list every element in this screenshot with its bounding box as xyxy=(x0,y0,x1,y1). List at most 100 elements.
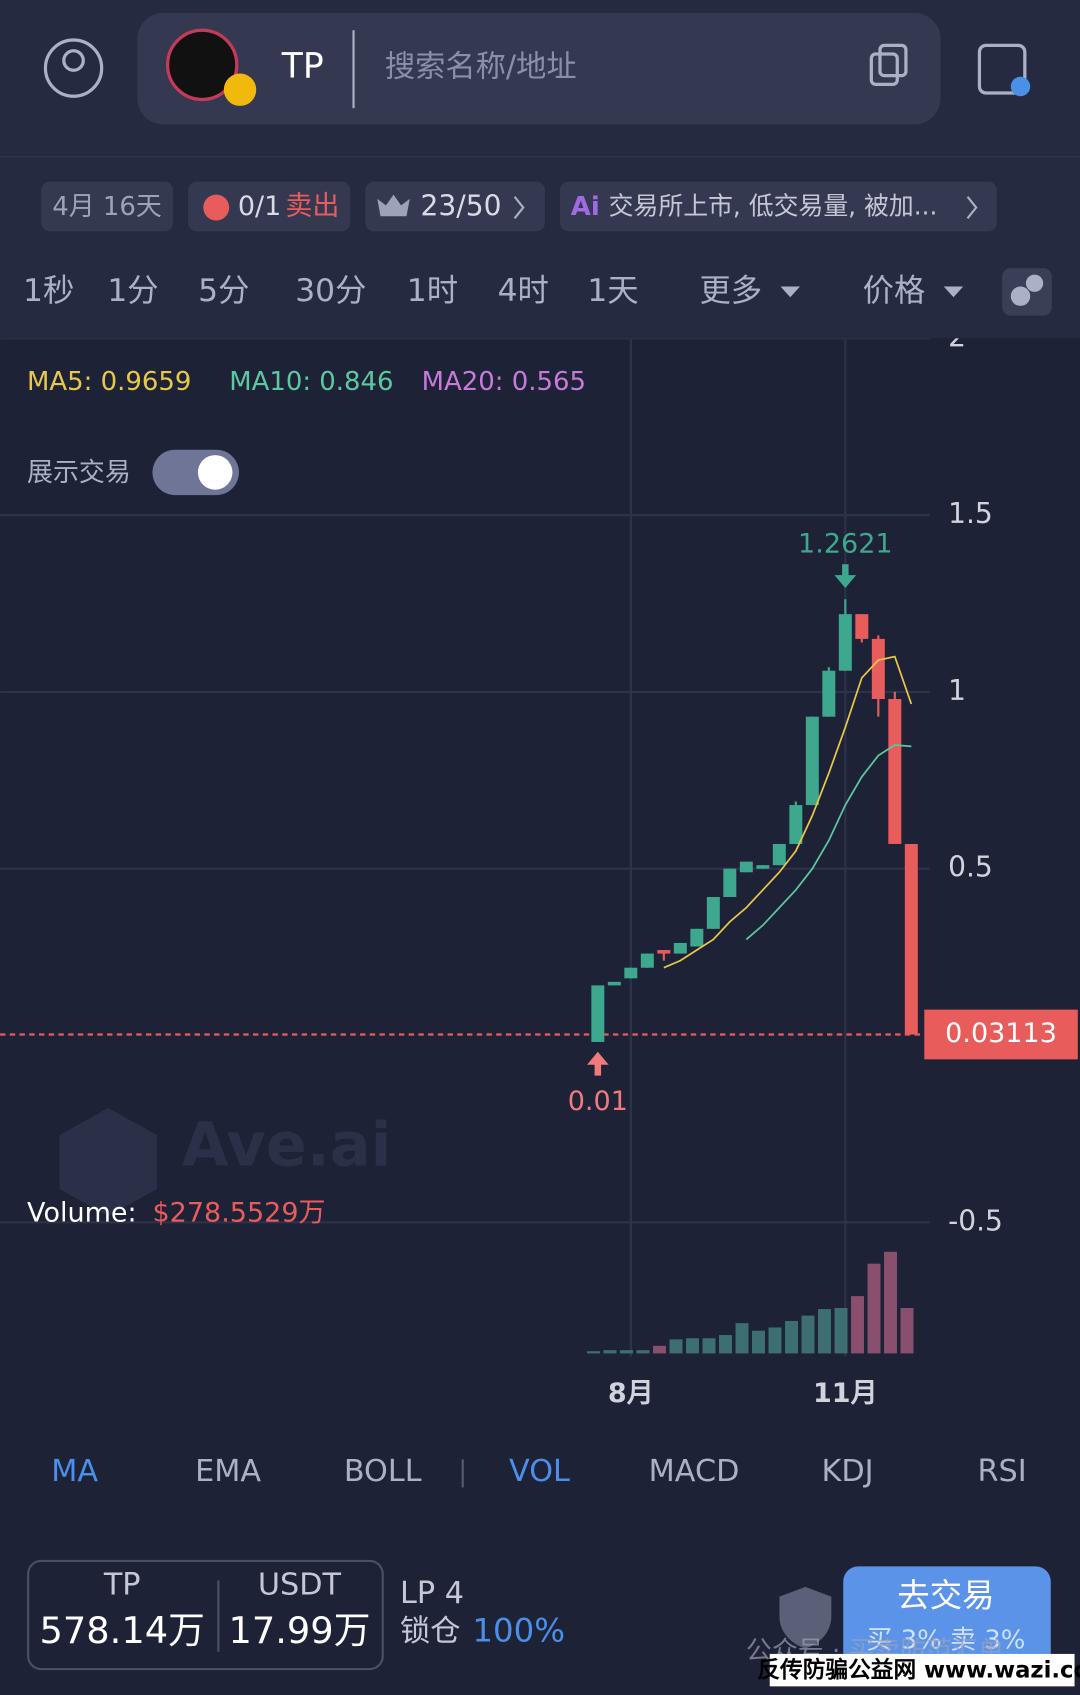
indicator-tab[interactable]: RSI xyxy=(978,1454,1027,1489)
pool-box xyxy=(27,1559,384,1671)
volume-bar xyxy=(867,1263,881,1354)
candle-body xyxy=(739,861,753,873)
ma-label: MA20: 0.565 xyxy=(422,367,586,397)
candle-body xyxy=(756,865,770,869)
trade-button[interactable] xyxy=(843,1566,1051,1675)
tag-trades: 0/1 xyxy=(238,191,281,222)
candle-body xyxy=(690,928,704,947)
watermark-site: 反传防骗公益网 www.wazi.cc xyxy=(757,1657,1080,1684)
tag[interactable] xyxy=(365,181,545,232)
interval[interactable]: 1秒 xyxy=(23,273,74,309)
volume-bar xyxy=(851,1296,864,1354)
volume-bar xyxy=(752,1330,765,1354)
volume-bar xyxy=(603,1350,617,1354)
indicator-tab[interactable]: EMA xyxy=(195,1454,261,1489)
dropdown-arrow xyxy=(943,286,964,298)
watermark: Ave.ai xyxy=(182,1111,392,1181)
interval-bar: 1秒 1分 5分 30分 1时 4时 1天 更多 价格 xyxy=(23,273,964,309)
chevron xyxy=(966,196,978,220)
volume-bar xyxy=(768,1327,782,1354)
high-annotation: 1.2621 xyxy=(798,528,893,559)
candle-body xyxy=(855,614,869,639)
volume-bar xyxy=(587,1351,600,1354)
interval[interactable]: 更多 xyxy=(699,273,762,309)
indicator-tab[interactable]: KDJ xyxy=(822,1454,874,1489)
wallet-badge xyxy=(1010,76,1031,97)
trade-button-fees: 买 3% 卖 3% xyxy=(866,1625,1025,1655)
candle-body xyxy=(904,843,918,1035)
toggle-knob xyxy=(197,455,233,490)
indicator-tab[interactable]: MACD xyxy=(649,1454,740,1489)
tag[interactable] xyxy=(559,181,997,232)
y-tick-label: -0.5 xyxy=(948,1204,1003,1237)
copy-icon[interactable] xyxy=(869,52,899,86)
candle-body xyxy=(624,967,638,979)
y-tick-label: 0.5 xyxy=(948,851,993,884)
pool-quote-amount: 17.99万 xyxy=(228,1609,370,1652)
interval[interactable]: 1天 xyxy=(587,273,638,309)
tag xyxy=(41,181,174,232)
candle-body xyxy=(822,670,836,717)
candle-body xyxy=(772,843,786,866)
interval[interactable]: 30分 xyxy=(295,273,366,309)
watermark-logo xyxy=(59,1108,157,1217)
volume-bar xyxy=(669,1339,683,1354)
indicator-tab[interactable]: MA xyxy=(51,1454,98,1489)
candle-body xyxy=(723,868,737,898)
ma-label: MA10: 0.846 xyxy=(229,367,393,397)
account-icon[interactable] xyxy=(43,38,104,98)
volume-bar xyxy=(801,1315,815,1354)
watermark-bg xyxy=(769,1653,1075,1687)
x-tick-label: 11月 xyxy=(813,1378,878,1409)
volume-bar xyxy=(818,1309,831,1354)
interval[interactable]: 价格 xyxy=(863,273,926,309)
chevron xyxy=(513,196,525,220)
volume-bar xyxy=(884,1251,897,1354)
ma-line xyxy=(745,744,912,941)
candle-body xyxy=(838,614,852,671)
interval[interactable]: 1分 xyxy=(107,273,158,309)
search-placeholder[interactable]: 搜索名称/地址 xyxy=(385,50,577,85)
bag-icon xyxy=(203,194,230,221)
ma-line xyxy=(663,655,913,969)
interval[interactable]: 5分 xyxy=(198,273,249,309)
ai-icon: Ai xyxy=(571,192,600,222)
last-price-box xyxy=(924,1009,1078,1060)
toggle-label: 展示交易 xyxy=(27,458,131,488)
token-symbol: TP xyxy=(281,47,324,87)
tag[interactable] xyxy=(188,181,351,232)
candle-body xyxy=(640,953,654,968)
trade-button-label[interactable]: 去交易 xyxy=(897,1577,994,1615)
volume-bar xyxy=(686,1338,699,1354)
ma-label: MA5: 0.9659 xyxy=(27,367,191,397)
volume-bar xyxy=(735,1323,749,1354)
candle-body xyxy=(888,698,902,844)
interval[interactable]: 4时 xyxy=(498,273,549,309)
candle-body xyxy=(591,985,605,1042)
lock-value: 100% xyxy=(472,1611,565,1649)
copy-icon-back xyxy=(878,43,908,78)
candle-body xyxy=(706,897,720,929)
volume-bar xyxy=(653,1345,666,1354)
x-tick-label: 8月 xyxy=(608,1378,654,1409)
volume-bar xyxy=(620,1350,633,1354)
wallet-icon[interactable] xyxy=(977,43,1027,95)
indicator-tab[interactable]: BOLL xyxy=(344,1454,422,1489)
volume-bar xyxy=(900,1308,914,1354)
volume-bar xyxy=(702,1338,716,1354)
shield-icon xyxy=(779,1586,832,1649)
account-icon-head xyxy=(62,49,85,72)
crown-icon xyxy=(377,194,410,217)
volume-bar xyxy=(785,1320,798,1354)
high-arrow xyxy=(834,564,857,589)
search-bar[interactable] xyxy=(137,12,941,125)
token-logo xyxy=(165,28,239,102)
chain-badge xyxy=(223,73,257,106)
indicator-tab[interactable]: VOL xyxy=(509,1454,570,1489)
candle-body xyxy=(871,638,885,699)
volume-label: Volume: xyxy=(27,1197,137,1228)
interval[interactable]: 1时 xyxy=(407,273,458,309)
settings-icon xyxy=(1025,274,1044,292)
